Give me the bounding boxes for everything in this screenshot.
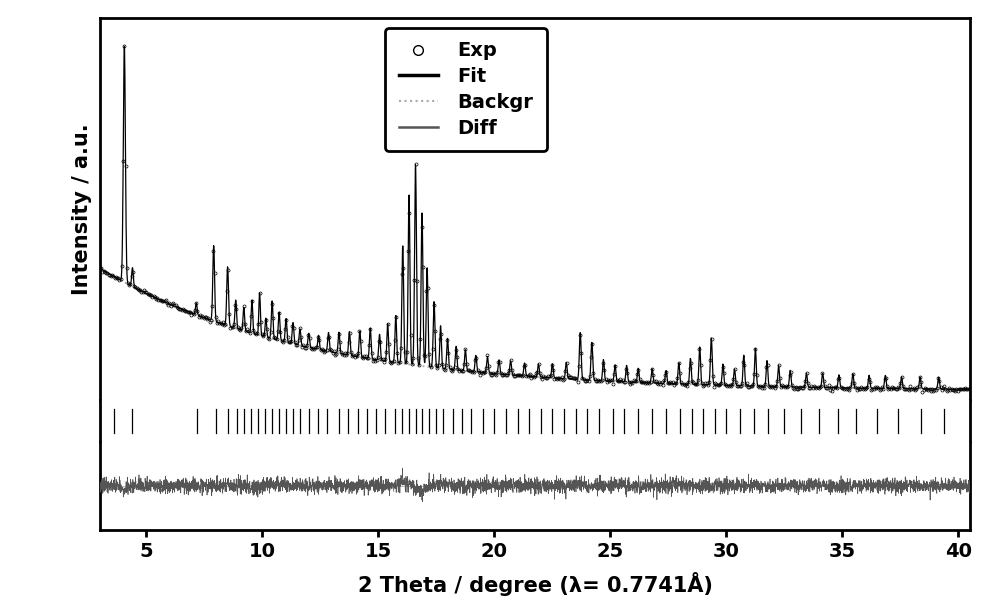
Backgr xyxy=(94,265,106,272)
Fit xyxy=(809,384,821,391)
Fit xyxy=(252,324,264,331)
Exp xyxy=(964,385,976,392)
Line: Exp: Exp xyxy=(98,45,971,394)
Backgr xyxy=(743,382,755,389)
Fit xyxy=(94,265,106,272)
Fit xyxy=(743,382,755,389)
Line: Fit: Fit xyxy=(100,46,970,389)
Fit xyxy=(616,378,628,385)
Line: Backgr: Backgr xyxy=(100,268,970,389)
Fit xyxy=(660,367,672,374)
Legend: Exp, Fit, Backgr, Diff: Exp, Fit, Backgr, Diff xyxy=(385,28,547,151)
Exp xyxy=(916,388,928,396)
Backgr xyxy=(252,331,264,338)
Exp xyxy=(94,264,106,272)
Exp xyxy=(282,334,294,341)
Fit xyxy=(964,386,976,393)
Exp xyxy=(389,336,401,343)
Exp xyxy=(189,306,201,314)
X-axis label: 2 Theta / degree (λ= 0.7741Å): 2 Theta / degree (λ= 0.7741Å) xyxy=(358,572,712,595)
Backgr xyxy=(964,386,976,393)
Backgr xyxy=(660,380,672,387)
Exp xyxy=(118,43,130,50)
Exp xyxy=(736,380,748,387)
Exp xyxy=(163,299,175,306)
Exp xyxy=(209,269,221,276)
Backgr xyxy=(616,378,628,385)
Y-axis label: Intensity / a.u.: Intensity / a.u. xyxy=(72,123,92,295)
Backgr xyxy=(426,364,438,371)
Backgr xyxy=(809,384,821,391)
Fit xyxy=(427,348,439,355)
Fit xyxy=(118,43,130,50)
